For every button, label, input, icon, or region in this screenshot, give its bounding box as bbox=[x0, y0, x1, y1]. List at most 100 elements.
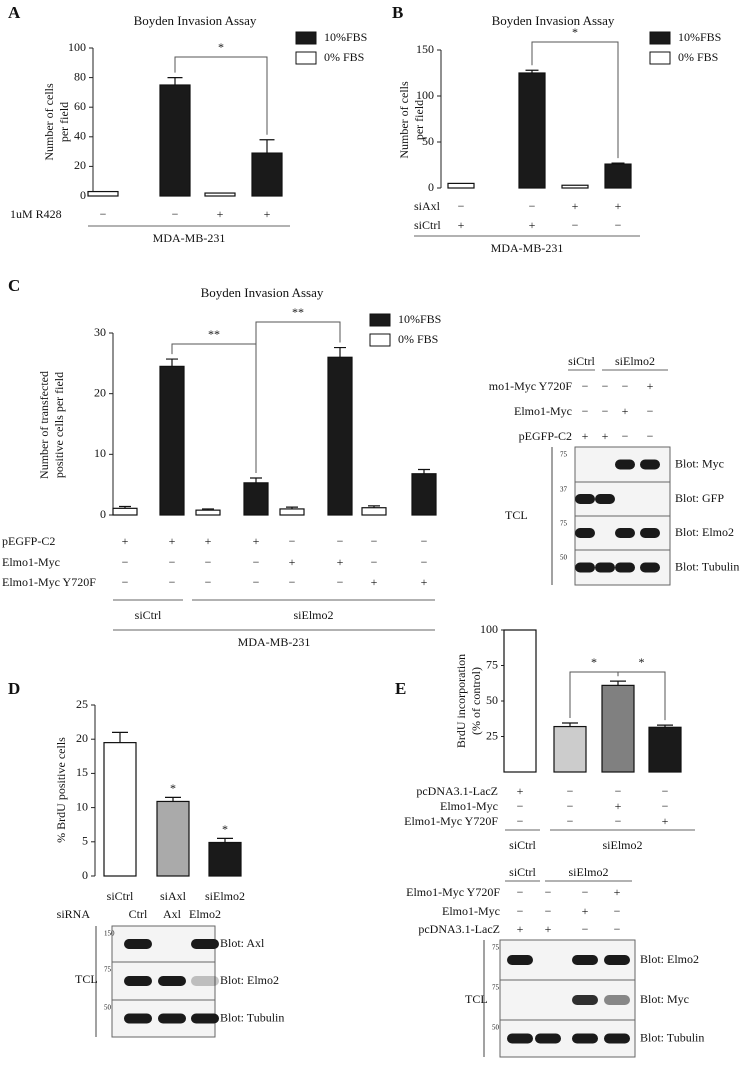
blot-band bbox=[572, 995, 598, 1005]
condition-sign: − bbox=[545, 904, 552, 918]
condition-sign: − bbox=[582, 885, 589, 899]
significance-bracket bbox=[531, 41, 619, 159]
condition-sign: − bbox=[622, 429, 629, 443]
blot-band bbox=[615, 528, 635, 538]
bar bbox=[361, 507, 387, 516]
error-bar bbox=[286, 506, 298, 509]
error-bar bbox=[166, 358, 178, 367]
condition-sign: − bbox=[582, 404, 589, 418]
blot-label: Blot: GFP bbox=[675, 491, 724, 505]
y-axis-label: Number of transfected bbox=[37, 371, 51, 479]
x-tick-label: siElmo2 bbox=[205, 889, 245, 903]
blot-band bbox=[604, 1033, 630, 1044]
blot-band bbox=[615, 562, 635, 573]
lane-label: Ctrl bbox=[129, 907, 148, 921]
condition-sign: − bbox=[529, 199, 536, 213]
blot-band bbox=[124, 939, 152, 949]
legend-label: 0% FBS bbox=[678, 50, 718, 64]
condition-label: pcDNA3.1-LacZ bbox=[416, 784, 498, 798]
error-bar bbox=[165, 796, 181, 802]
error-bar bbox=[217, 837, 233, 843]
blot-band bbox=[124, 976, 152, 986]
error-bar bbox=[611, 162, 625, 165]
y-tick-label: 0 bbox=[80, 188, 86, 202]
error-bar bbox=[418, 468, 430, 474]
y-tick-label: 5 bbox=[82, 834, 88, 848]
condition-sign: − bbox=[421, 534, 428, 548]
blot-band bbox=[575, 528, 595, 538]
legend-swatch bbox=[369, 333, 391, 347]
group-label: siCtrl bbox=[568, 354, 595, 368]
y-tick-label: 80 bbox=[74, 69, 86, 83]
condition-sign: − bbox=[602, 404, 609, 418]
blot-box bbox=[499, 979, 636, 1021]
error-bar bbox=[112, 731, 128, 743]
error-bar bbox=[368, 505, 380, 508]
y-tick-label: 30 bbox=[94, 325, 106, 339]
bar bbox=[195, 509, 221, 516]
condition-sign: − bbox=[458, 199, 465, 213]
blot-band bbox=[604, 955, 630, 965]
condition-sign: − bbox=[421, 555, 428, 569]
error-bar bbox=[610, 680, 626, 686]
bar-annotation: * bbox=[222, 822, 228, 836]
mw-marker: 37 bbox=[560, 486, 568, 494]
condition-sign: − bbox=[205, 575, 212, 589]
blot-band bbox=[575, 494, 595, 504]
bar bbox=[553, 725, 587, 773]
blot-band bbox=[604, 995, 630, 1005]
condition-sign: − bbox=[545, 885, 552, 899]
blot-band bbox=[640, 562, 660, 573]
condition-sign: − bbox=[371, 534, 378, 548]
significance-label: ** bbox=[208, 327, 220, 341]
bar bbox=[601, 684, 635, 773]
blot-label: Blot: Myc bbox=[675, 456, 724, 470]
panel-letter: C bbox=[8, 276, 20, 295]
y-tick-label: 50 bbox=[422, 134, 434, 148]
condition-sign: + bbox=[582, 904, 589, 918]
condition-sign: + bbox=[421, 575, 428, 589]
condition-sign: − bbox=[615, 814, 622, 828]
y-tick-label: 40 bbox=[74, 129, 86, 143]
blot-band bbox=[158, 976, 186, 986]
condition-sign: − bbox=[662, 784, 669, 798]
bar bbox=[204, 192, 236, 197]
blot-label: Blot: Elmo2 bbox=[220, 973, 279, 987]
error-bar bbox=[334, 346, 346, 358]
blot-band bbox=[507, 955, 533, 965]
condition-sign: − bbox=[567, 784, 574, 798]
condition-sign: − bbox=[567, 814, 574, 828]
condition-label: siAxl bbox=[414, 199, 441, 213]
group-label: siElmo2 bbox=[293, 608, 333, 622]
condition-sign: − bbox=[517, 799, 524, 813]
bar bbox=[503, 629, 537, 773]
y-tick-label: 0 bbox=[428, 180, 434, 194]
y-tick-label: 0 bbox=[100, 507, 106, 521]
condition-sign: + bbox=[169, 534, 176, 548]
blot-band bbox=[595, 494, 615, 504]
y-tick-label: 0 bbox=[82, 868, 88, 882]
blot-label: Blot: Elmo2 bbox=[675, 525, 734, 539]
blot-band bbox=[572, 1033, 598, 1044]
bar bbox=[327, 356, 353, 516]
significance-bracket bbox=[255, 321, 341, 473]
blot-band bbox=[191, 1013, 219, 1024]
condition-sign: − bbox=[122, 555, 129, 569]
condition-sign: − bbox=[614, 904, 621, 918]
bar bbox=[279, 508, 305, 516]
bar bbox=[447, 182, 475, 189]
condition-sign: − bbox=[615, 784, 622, 798]
y-axis-label: per field bbox=[412, 100, 426, 140]
condition-label: Elmo1-Myc Y720F bbox=[2, 575, 96, 589]
y-tick-label: 20 bbox=[74, 158, 86, 172]
blot-label: Blot: Elmo2 bbox=[640, 952, 699, 966]
condition-sign: − bbox=[662, 799, 669, 813]
blot-label: Blot: Tubulin bbox=[640, 1030, 704, 1044]
condition-sign: − bbox=[567, 799, 574, 813]
blot-band bbox=[507, 1033, 533, 1044]
condition-sign: − bbox=[647, 429, 654, 443]
mw-marker: 50 bbox=[492, 1024, 500, 1032]
condition-sign: + bbox=[615, 799, 622, 813]
mw-marker: 75 bbox=[560, 520, 568, 528]
lane-label: Elmo2 bbox=[189, 907, 221, 921]
